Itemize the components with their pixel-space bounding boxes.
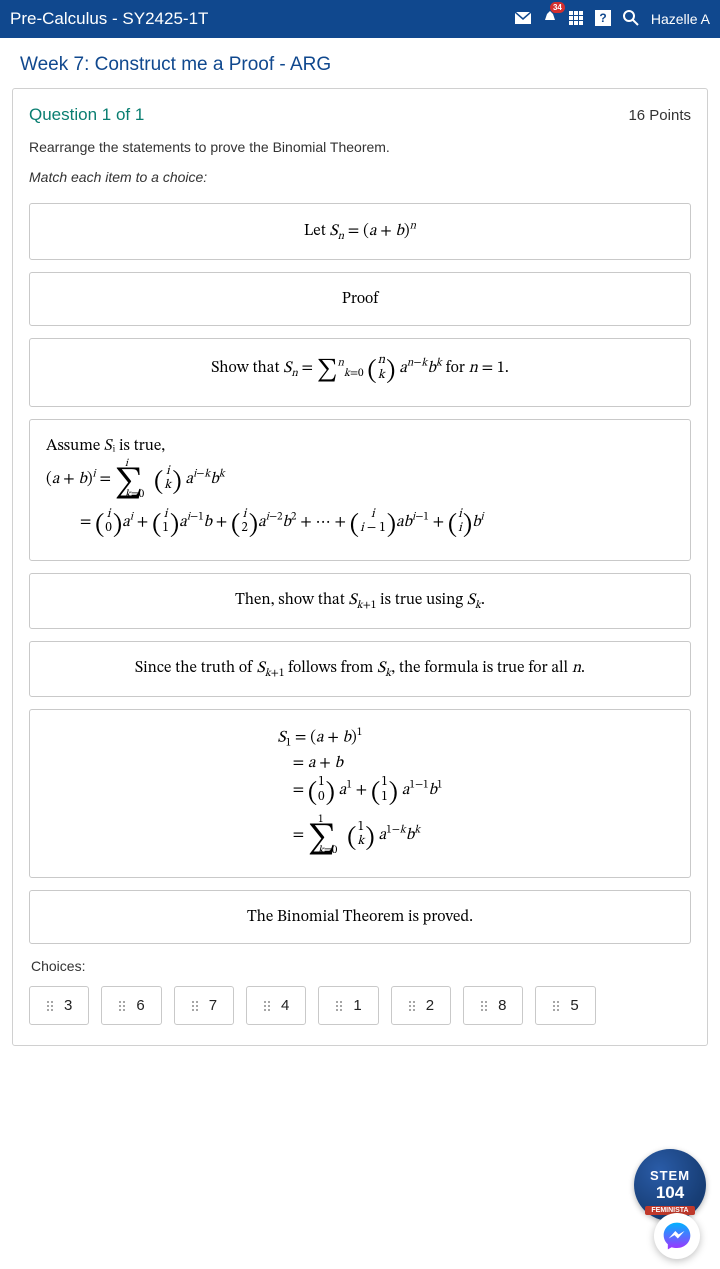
choice-chip[interactable]: 4 xyxy=(246,986,306,1025)
messenger-button[interactable] xyxy=(654,1213,700,1259)
topbar-icons: 34 ? Hazelle A xyxy=(515,10,710,29)
statement-2[interactable]: Proof xyxy=(29,272,691,326)
choice-chip[interactable]: 8 xyxy=(463,986,523,1025)
drag-icon xyxy=(552,1000,560,1012)
choice-value: 4 xyxy=(281,997,289,1014)
drag-icon xyxy=(263,1000,271,1012)
bell-icon[interactable]: 34 xyxy=(543,10,557,29)
statement-text: S1 = (a + b)1 = a + b = (10) a1 + (11) a… xyxy=(278,724,443,863)
question-number: Question 1 of 1 xyxy=(29,105,144,125)
choice-chip[interactable]: 6 xyxy=(101,986,161,1025)
statement-6[interactable]: Since the truth of Sk+1 follows from Sk,… xyxy=(29,641,691,697)
drag-icon xyxy=(46,1000,54,1012)
statement-text: Then, show that Sk+1 is true using Sk. xyxy=(235,592,485,608)
choice-value: 8 xyxy=(498,997,506,1014)
stem-badge[interactable]: STEM 104 FEMINISTA xyxy=(634,1149,706,1221)
choice-chip[interactable]: 2 xyxy=(391,986,451,1025)
choice-chip[interactable]: 1 xyxy=(318,986,378,1025)
drag-icon xyxy=(191,1000,199,1012)
choice-chip[interactable]: 7 xyxy=(174,986,234,1025)
match-instruction: Match each item to a choice: xyxy=(29,169,691,185)
drag-icon xyxy=(118,1000,126,1012)
question-points: 16 Points xyxy=(628,107,691,124)
choice-value: 2 xyxy=(426,997,434,1014)
user-name[interactable]: Hazelle A xyxy=(651,11,710,27)
choice-chip[interactable]: 5 xyxy=(535,986,595,1025)
question-instruction: Rearrange the statements to prove the Bi… xyxy=(29,139,691,155)
drag-icon xyxy=(408,1000,416,1012)
search-icon[interactable] xyxy=(623,10,639,29)
statement-text: The Binomial Theorem is proved. xyxy=(247,909,473,925)
choice-value: 5 xyxy=(570,997,578,1014)
statement-text: Let Sn = (a + b)n xyxy=(304,223,416,239)
drag-icon xyxy=(335,1000,343,1012)
messenger-icon xyxy=(662,1221,692,1251)
question-card: Question 1 of 1 16 Points Rearrange the … xyxy=(12,88,708,1046)
question-header: Question 1 of 1 16 Points xyxy=(29,105,691,125)
svg-text:?: ? xyxy=(599,11,606,25)
statement-8[interactable]: The Binomial Theorem is proved. xyxy=(29,890,691,944)
grid-icon[interactable] xyxy=(569,11,583,28)
notification-badge: 34 xyxy=(550,2,565,13)
statement-text: Proof xyxy=(342,291,378,307)
statement-5[interactable]: Then, show that Sk+1 is true using Sk. xyxy=(29,573,691,629)
statement-text: Assume 𝑆ᵢ is true, (a + b)i = ∑ik=0 (ik)… xyxy=(46,438,484,530)
page-title: Week 7: Construct me a Proof - ARG xyxy=(0,38,720,88)
mail-icon[interactable] xyxy=(515,11,531,27)
statement-1[interactable]: Let Sn = (a + b)n xyxy=(29,203,691,260)
statement-text: Show that Sn = ∑nk=0 (nk) an−kbk for n =… xyxy=(211,360,509,376)
choice-value: 6 xyxy=(136,997,144,1014)
badge-line2: 104 xyxy=(656,1183,684,1203)
choice-value: 1 xyxy=(353,997,361,1014)
help-icon[interactable]: ? xyxy=(595,10,611,29)
course-title: Pre-Calculus - SY2425-1T xyxy=(10,9,515,29)
top-nav-bar: Pre-Calculus - SY2425-1T 34 ? Hazelle A xyxy=(0,0,720,38)
badge-line1: STEM xyxy=(650,1168,690,1183)
drag-icon xyxy=(480,1000,488,1012)
statement-3[interactable]: Show that Sn = ∑nk=0 (nk) an−kbk for n =… xyxy=(29,338,691,407)
choice-chip[interactable]: 3 xyxy=(29,986,89,1025)
choices-row: 3 6 7 4 1 2 8 5 xyxy=(29,986,691,1025)
statement-7[interactable]: S1 = (a + b)1 = a + b = (10) a1 + (11) a… xyxy=(29,709,691,878)
choice-value: 3 xyxy=(64,997,72,1014)
choice-value: 7 xyxy=(209,997,217,1014)
choices-label: Choices: xyxy=(31,958,691,974)
statement-text: Since the truth of Sk+1 follows from Sk,… xyxy=(135,660,585,676)
statement-4[interactable]: Assume 𝑆ᵢ is true, (a + b)i = ∑ik=0 (ik)… xyxy=(29,419,691,561)
